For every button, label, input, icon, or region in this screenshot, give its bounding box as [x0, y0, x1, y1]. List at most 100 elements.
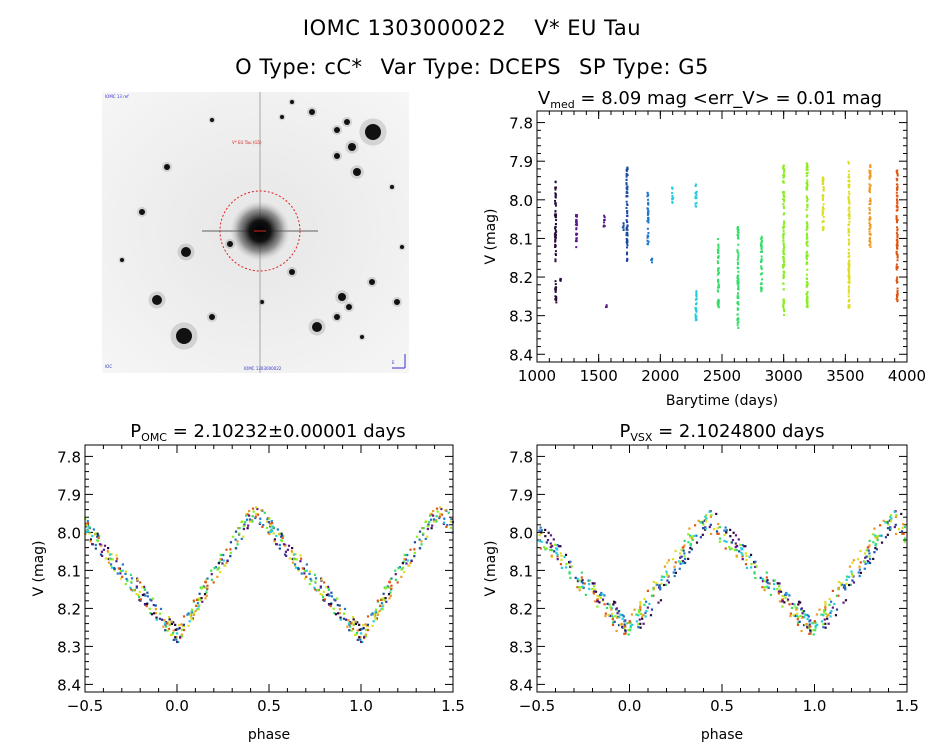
data-point: [637, 614, 640, 617]
data-point: [788, 594, 791, 597]
data-point: [869, 243, 872, 246]
data-point: [847, 160, 850, 163]
data-point: [570, 565, 573, 568]
data-point: [614, 614, 617, 618]
data-point: [115, 557, 119, 560]
page-subtitle: O Type: cC* Var Type: DCEPS SP Type: G5: [0, 55, 944, 79]
data-point: [717, 302, 720, 305]
data-point: [783, 253, 786, 256]
data-point: [596, 599, 599, 603]
data-point: [100, 550, 104, 553]
data-point: [782, 301, 785, 304]
data-point: [356, 621, 359, 624]
data-point: [248, 509, 251, 513]
data-point: [736, 276, 739, 279]
data-point: [864, 556, 867, 559]
data-point: [190, 616, 193, 619]
data-point: [695, 309, 698, 312]
y-tick-label: 8.4: [57, 676, 81, 694]
data-point: [644, 611, 647, 615]
data-point: [548, 548, 552, 552]
data-point: [344, 618, 347, 621]
data-point: [171, 633, 174, 636]
data-point: [851, 579, 854, 582]
data-point: [584, 593, 587, 596]
data-point: [129, 586, 132, 589]
data-point: [150, 613, 154, 616]
data-point: [874, 544, 877, 547]
data-point: [760, 259, 763, 262]
data-point: [732, 531, 735, 534]
data-point: [625, 183, 628, 186]
data-point: [554, 194, 557, 197]
data-point: [847, 264, 850, 267]
data-point: [896, 171, 899, 174]
data-point: [124, 582, 127, 586]
data-point: [229, 551, 232, 555]
data-point: [617, 610, 621, 613]
data-point: [736, 302, 739, 305]
data-point: [772, 582, 776, 586]
data-point: [260, 509, 263, 512]
data-point: [554, 232, 557, 235]
data-point: [596, 594, 599, 598]
data-point: [896, 291, 899, 294]
data-point: [554, 193, 557, 196]
data-point: [625, 219, 628, 222]
data-point: [178, 627, 181, 630]
data-point: [868, 544, 871, 547]
data-point: [882, 519, 885, 522]
data-point: [844, 599, 848, 602]
data-point: [308, 570, 312, 573]
data-point: [875, 548, 879, 551]
data-point: [783, 309, 786, 312]
data-point: [219, 557, 222, 561]
data-point: [869, 184, 872, 187]
data-point: [313, 586, 316, 589]
y-tick-label: 8.1: [509, 562, 533, 580]
data-point: [889, 526, 892, 529]
data-point: [292, 558, 295, 561]
data-point: [723, 534, 726, 537]
data-point: [394, 573, 397, 576]
data-point: [868, 233, 871, 236]
data-point: [364, 633, 367, 636]
data-point: [267, 521, 271, 524]
data-point: [420, 540, 423, 543]
data-point: [887, 523, 890, 526]
data-point: [647, 221, 650, 224]
data-point: [299, 557, 303, 560]
data-point: [868, 216, 871, 219]
data-point: [671, 194, 674, 197]
data-point: [293, 553, 296, 556]
data-point: [824, 622, 827, 625]
data-point: [236, 540, 239, 543]
data-point: [545, 547, 548, 550]
data-point: [895, 216, 898, 219]
data-point: [406, 553, 409, 557]
data-point: [224, 564, 227, 567]
data-point: [867, 549, 870, 552]
data-point: [896, 296, 899, 299]
data-point: [404, 553, 407, 557]
data-point: [196, 602, 200, 605]
data-point: [811, 622, 814, 625]
data-point: [646, 589, 649, 592]
data-point: [141, 586, 144, 589]
data-point: [890, 514, 893, 517]
data-point: [876, 535, 879, 538]
data-point: [868, 177, 871, 180]
data-point: [546, 538, 550, 542]
data-point: [815, 613, 818, 616]
data-point: [805, 208, 808, 211]
data-point: [703, 519, 706, 522]
data-point: [303, 572, 306, 575]
data-point: [814, 629, 817, 632]
data-point: [681, 562, 685, 565]
data-point: [777, 585, 781, 588]
data-point: [327, 588, 330, 591]
data-point: [284, 550, 288, 553]
data-point: [736, 227, 739, 230]
data-point: [893, 510, 896, 513]
data-point: [429, 514, 432, 517]
